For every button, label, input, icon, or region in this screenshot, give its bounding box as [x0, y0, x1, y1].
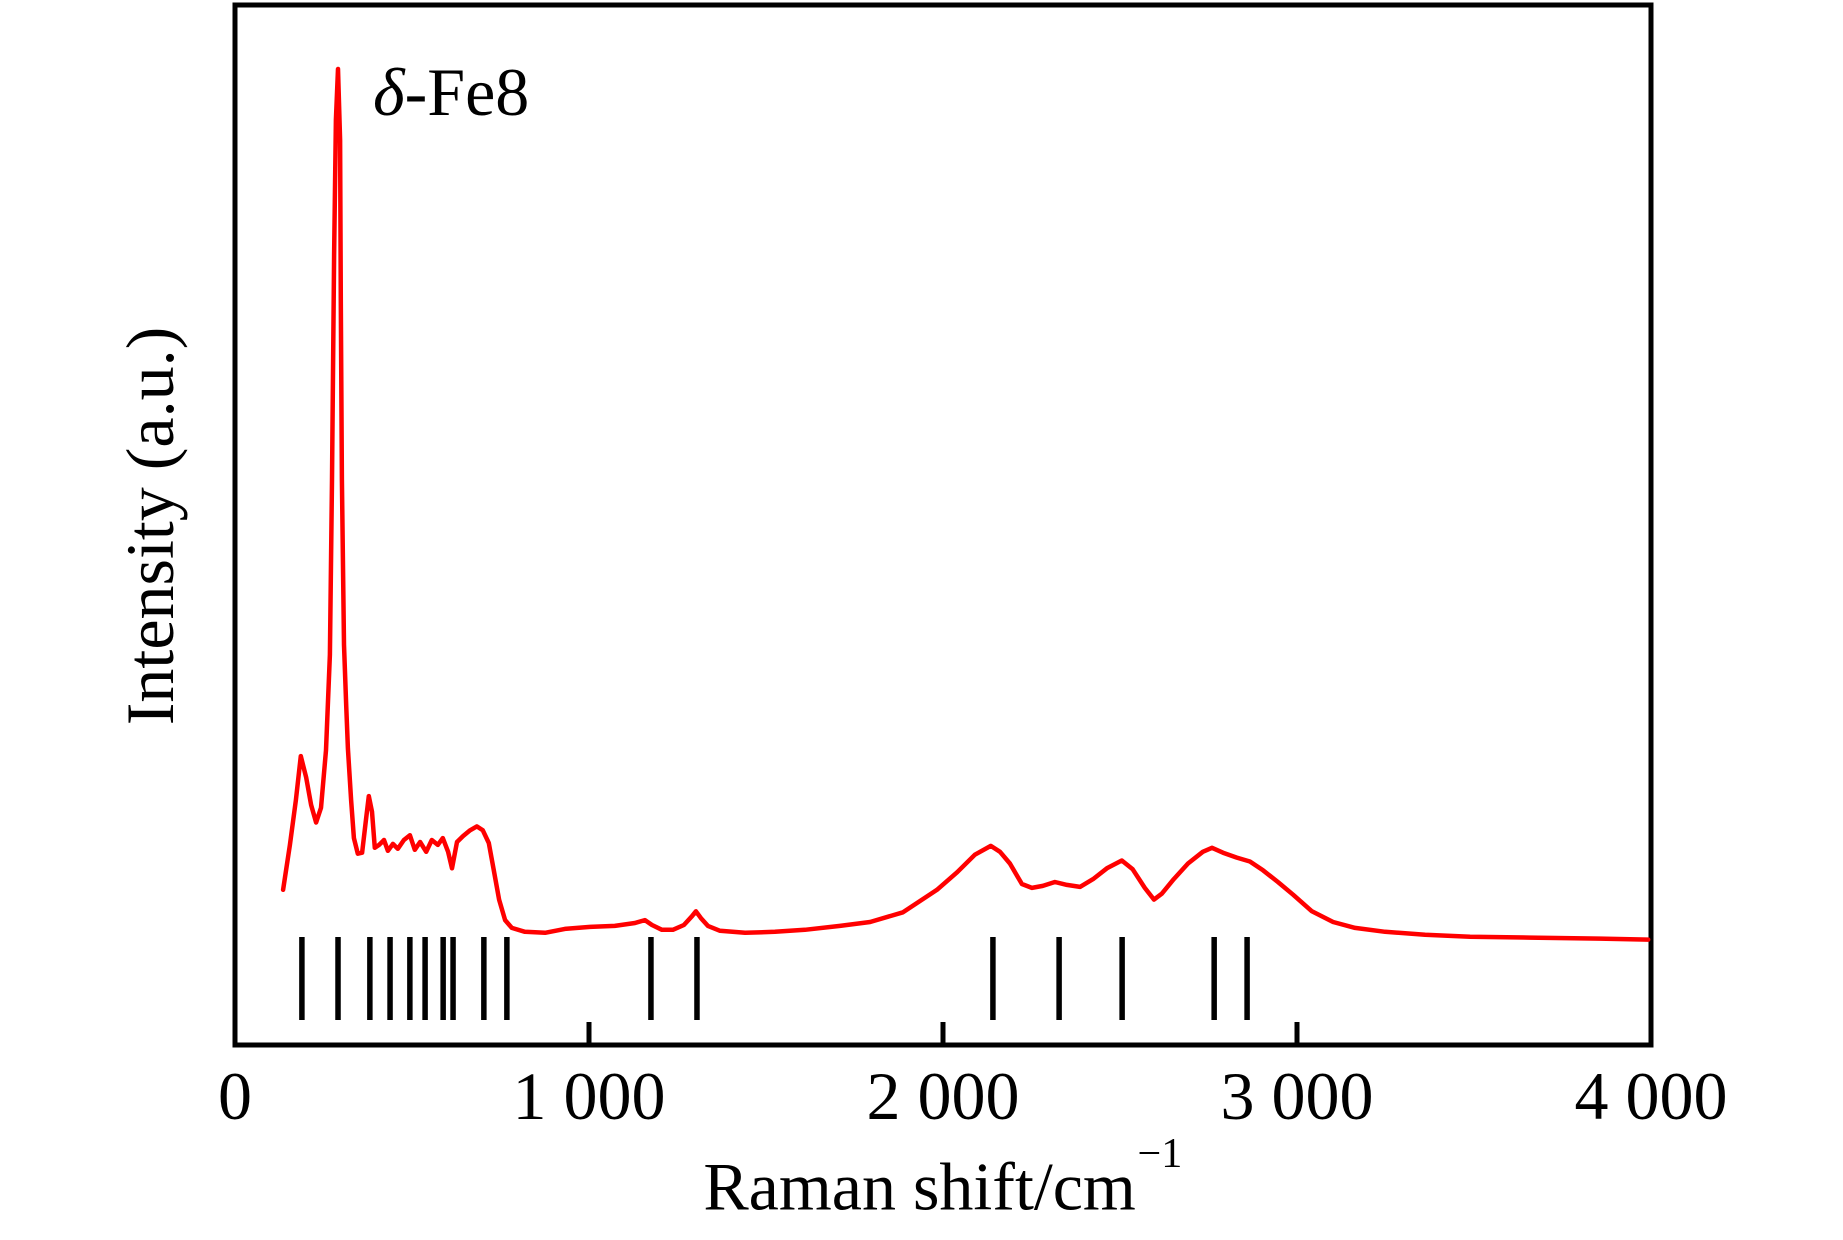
spectrum-label: δ-Fe8	[373, 58, 529, 126]
delta-symbol: δ	[373, 54, 405, 130]
x-axis-title-text: Raman shift/cm	[703, 1148, 1136, 1225]
spectrum-curve	[280, 66, 1651, 942]
x-tick-label: 3 000	[1220, 1058, 1374, 1134]
plot-frame	[232, 2, 1654, 1048]
x-axis-title-superscript: −1	[1137, 1130, 1183, 1178]
x-axis-title: Raman shift/cm−1	[703, 1132, 1182, 1220]
x-tick-label: 4 000	[1574, 1058, 1728, 1134]
x-tick-label: 2 000	[866, 1058, 1020, 1134]
x-tick-label: 0	[218, 1058, 252, 1134]
x-tick-label: 1 000	[512, 1058, 666, 1134]
spectrum-label-text: -Fe8	[404, 54, 530, 130]
y-axis-title: Intensity (a.u.)	[112, 326, 188, 726]
